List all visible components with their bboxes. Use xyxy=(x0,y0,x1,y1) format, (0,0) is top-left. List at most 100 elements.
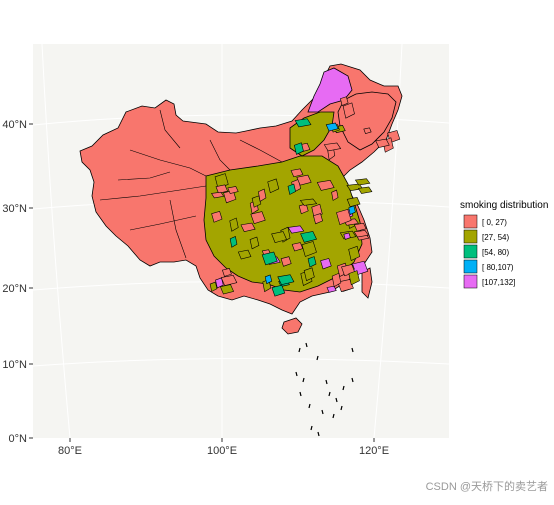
x-tick-label: 100°E xyxy=(207,445,237,457)
county-region xyxy=(209,281,218,292)
island-dash xyxy=(342,385,345,391)
legend-label: [54, 80) xyxy=(482,248,509,257)
island-dash xyxy=(340,405,343,411)
island-dash xyxy=(295,371,298,377)
county-region xyxy=(287,183,296,195)
island-dash xyxy=(308,403,311,409)
region-taiwan xyxy=(361,267,373,299)
county-region xyxy=(215,277,224,289)
county-region xyxy=(363,127,372,134)
county-region xyxy=(267,178,280,194)
island-dash xyxy=(351,377,354,383)
county-region xyxy=(348,270,360,286)
county-region xyxy=(251,195,262,208)
county-region xyxy=(261,251,278,266)
island-dash xyxy=(317,431,320,437)
county-region xyxy=(221,268,232,277)
y-tick-label: 10°N xyxy=(2,359,27,371)
county-region xyxy=(299,198,318,206)
legend-swatch xyxy=(463,229,478,244)
watermark: CSDN @天桥下的卖艺者 xyxy=(425,481,548,493)
legend-swatch xyxy=(463,214,478,229)
legend-swatch xyxy=(463,274,478,289)
county-region xyxy=(375,138,390,148)
county-region xyxy=(296,174,312,186)
county-region xyxy=(264,274,273,285)
island-dash xyxy=(305,342,308,348)
county-region xyxy=(220,275,238,286)
county-region xyxy=(287,225,305,234)
island-dash xyxy=(328,391,331,397)
county-region xyxy=(240,222,256,232)
legend-swatch xyxy=(463,244,478,259)
island-dash xyxy=(302,377,305,383)
county-region xyxy=(227,186,239,194)
county-region xyxy=(331,272,342,288)
grid-lat-10 xyxy=(32,357,450,367)
county-region xyxy=(293,142,304,155)
region-hainan xyxy=(281,317,303,335)
legend-label: [ 0, 27) xyxy=(482,218,507,227)
grid-lon-80 xyxy=(41,43,71,439)
county-region xyxy=(300,231,317,243)
county-region xyxy=(320,258,332,270)
county-region xyxy=(229,217,239,232)
island-dash xyxy=(351,347,354,353)
county-region xyxy=(336,208,352,226)
county-region xyxy=(346,197,361,208)
county-region xyxy=(303,267,315,282)
county-region xyxy=(211,210,223,223)
county-region xyxy=(325,122,339,132)
county-region xyxy=(250,211,266,224)
county-region xyxy=(277,274,295,286)
legend-label: [ 80,107) xyxy=(482,263,514,272)
county-region xyxy=(337,279,354,292)
county-region xyxy=(323,142,342,152)
island-dash xyxy=(316,355,319,361)
county-region xyxy=(348,205,356,215)
region-northeast-purple xyxy=(307,67,353,113)
island-dash xyxy=(332,413,335,419)
county-region xyxy=(353,230,369,238)
island-dash xyxy=(335,397,338,403)
county-region xyxy=(340,96,349,106)
island-dash xyxy=(310,425,313,431)
county-region xyxy=(271,231,287,244)
county-region xyxy=(301,241,317,257)
y-tick-label: 0°N xyxy=(9,433,28,445)
county-region xyxy=(307,256,317,268)
legend-label: [27, 54) xyxy=(482,233,509,242)
island-dash xyxy=(298,347,301,353)
county-region xyxy=(294,118,312,128)
legend-title: smoking distribution xyxy=(460,200,548,211)
island-dash xyxy=(299,391,302,397)
county-region xyxy=(316,179,335,191)
legend-swatch xyxy=(463,259,478,274)
county-region xyxy=(211,191,225,199)
county-region xyxy=(313,213,323,225)
axes: 80°E 100°E 120°E 0°N 10°N 20°N 30°N 40°N xyxy=(2,119,389,457)
county-region xyxy=(343,232,351,240)
y-tick-label: 30°N xyxy=(2,203,27,215)
province-borders xyxy=(99,109,283,259)
county-region xyxy=(237,249,252,260)
county-region xyxy=(219,284,235,295)
county-region xyxy=(326,285,337,293)
y-tick-label: 20°N xyxy=(2,283,27,295)
island-dash xyxy=(325,379,328,385)
county-region xyxy=(258,188,267,202)
x-tick-label: 80°E xyxy=(58,445,82,457)
county-region xyxy=(249,236,260,250)
county-region xyxy=(348,245,361,261)
y-tick-label: 40°N xyxy=(2,119,27,131)
county-region xyxy=(280,256,292,267)
county-region xyxy=(229,236,238,248)
county-region xyxy=(354,222,367,232)
legend-label: [107,132] xyxy=(482,278,515,287)
x-tick-label: 120°E xyxy=(359,445,389,457)
island-dash xyxy=(321,409,324,415)
county-blocks xyxy=(209,96,401,297)
county-region xyxy=(271,284,286,297)
